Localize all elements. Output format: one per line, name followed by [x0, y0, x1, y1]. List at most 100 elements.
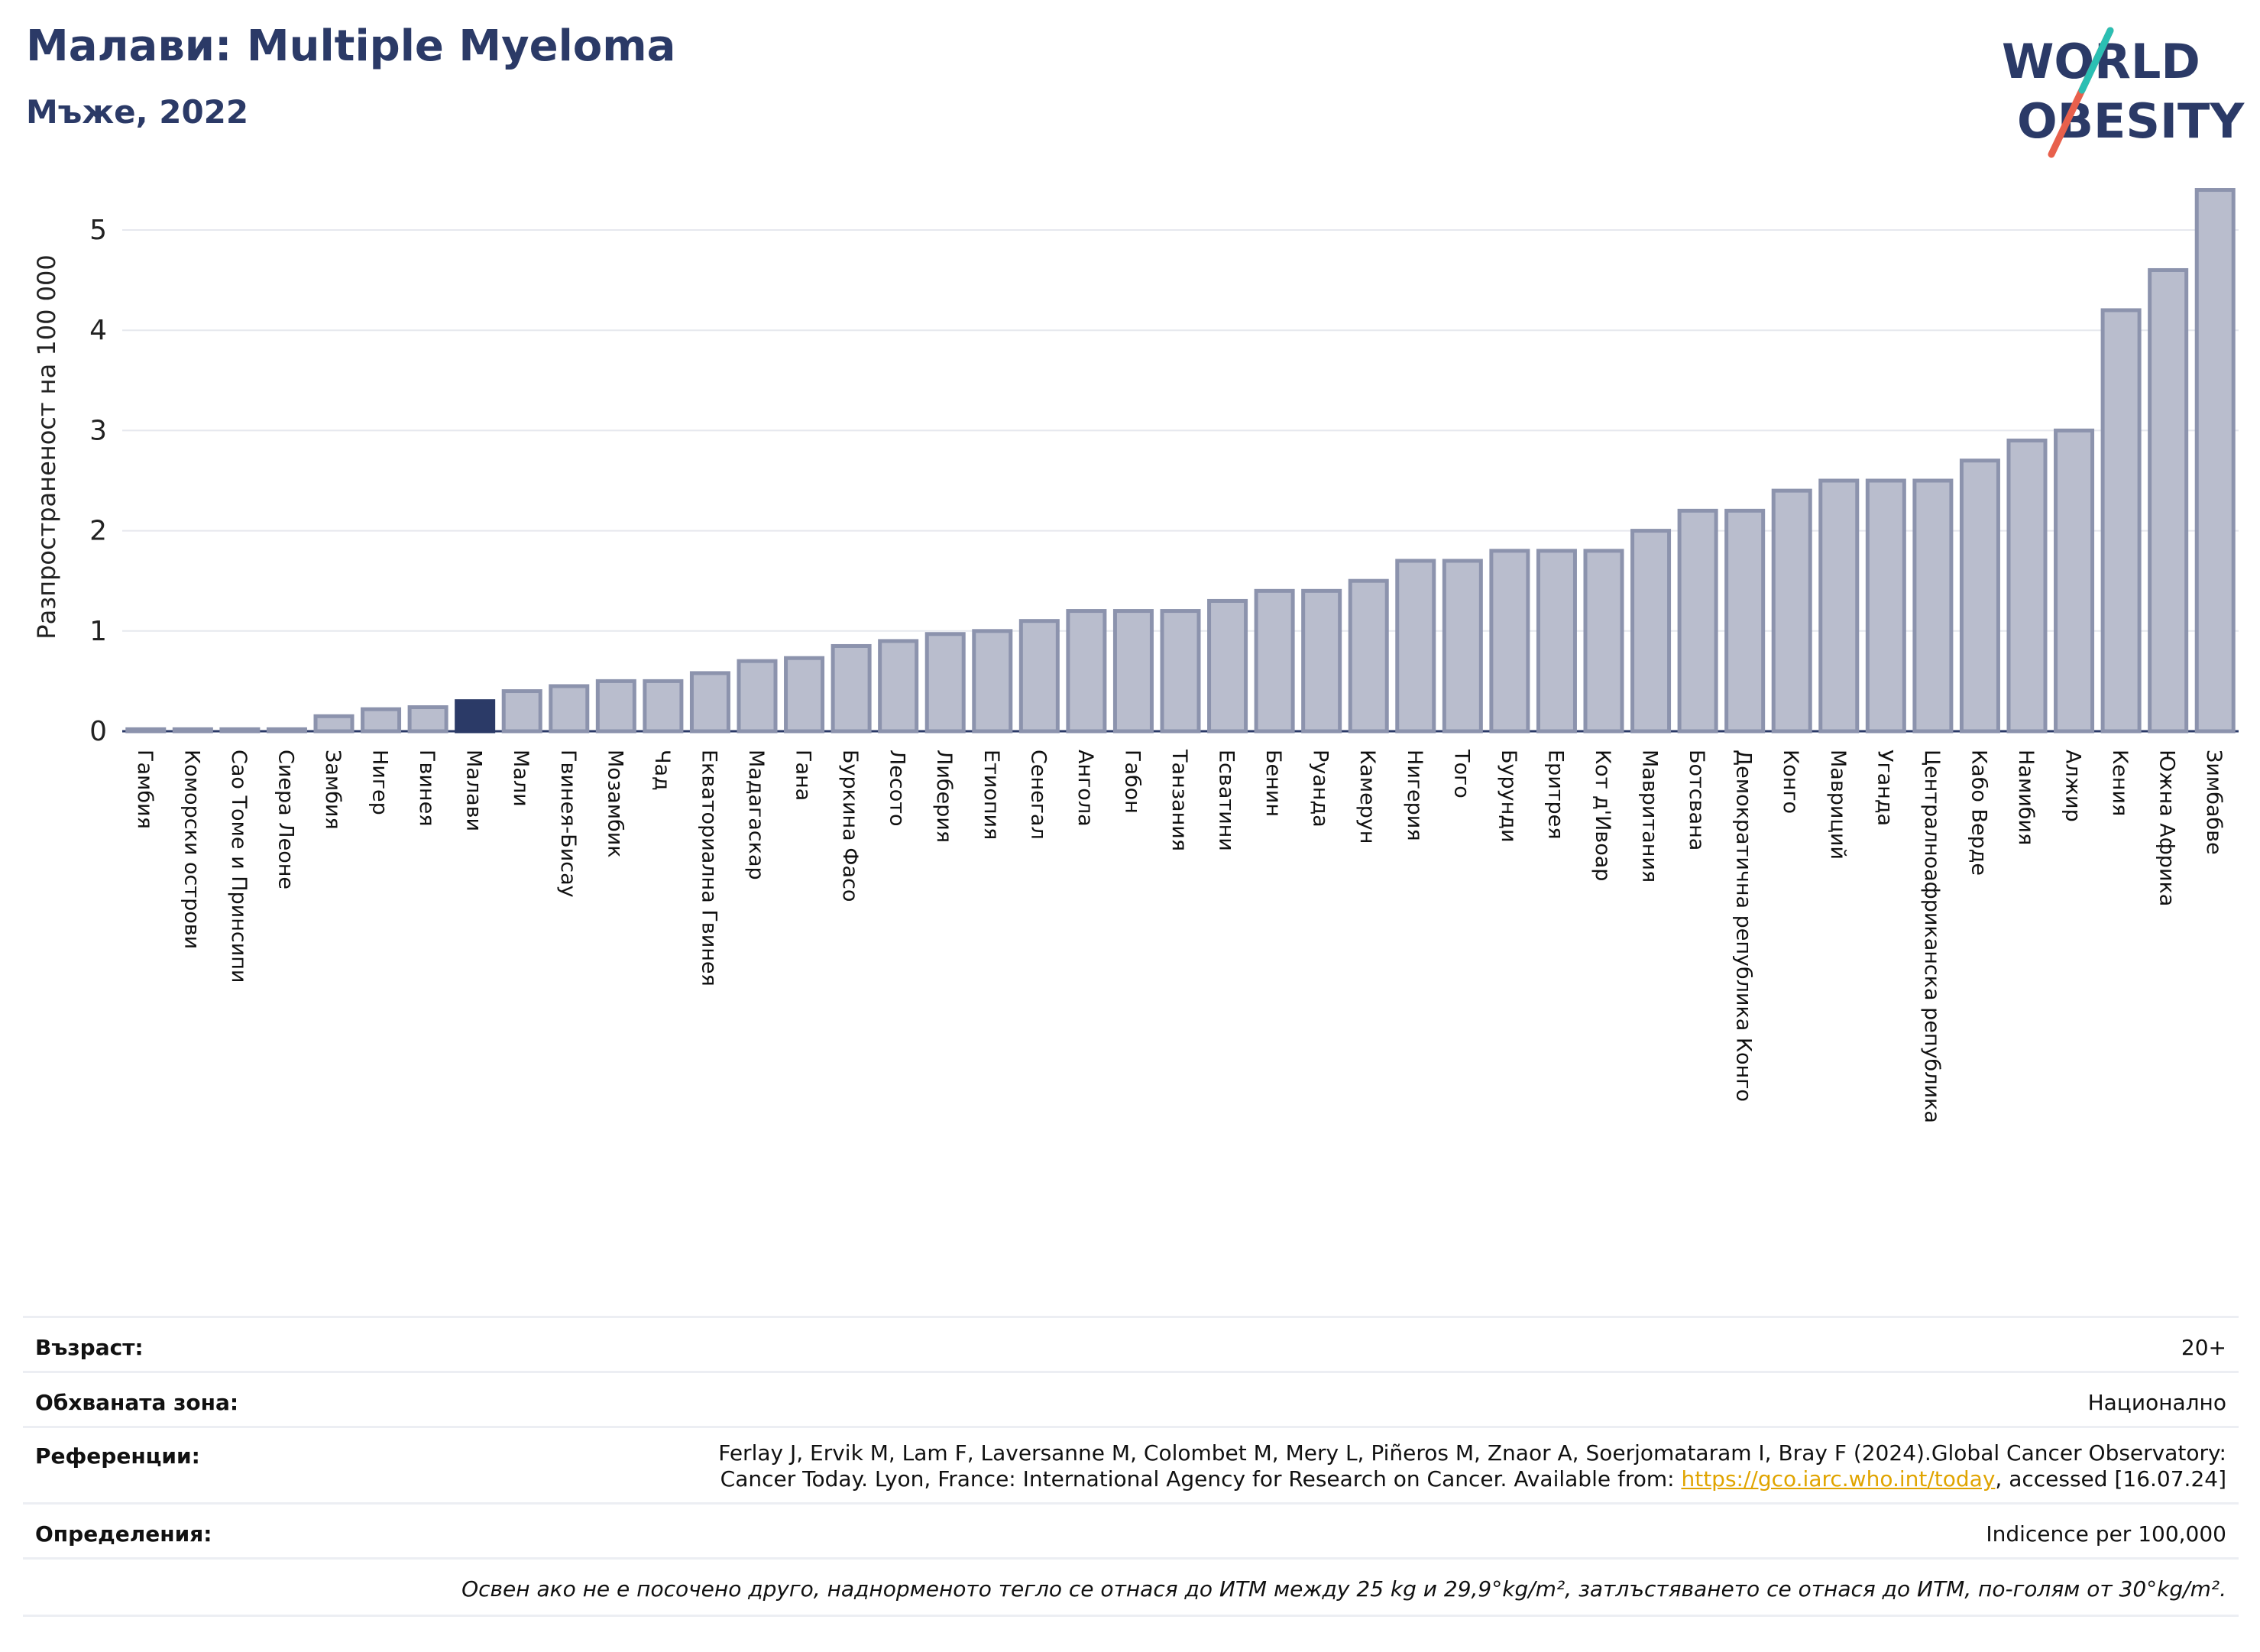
bar-32 [1583, 549, 1624, 734]
x-tick-label: Коморски острови [180, 750, 203, 949]
bar-41 [2006, 439, 2048, 734]
bar-7 [407, 705, 448, 734]
x-tick-label: Руанда [1309, 750, 1332, 828]
info-row-area: Обхваната зона: Национално [23, 1371, 2239, 1428]
x-tick-label: Гана [792, 750, 815, 801]
bar-31 [1536, 549, 1577, 734]
x-tick-label: Кения [2108, 750, 2132, 816]
bar-43 [2100, 308, 2142, 734]
area-label: Обхваната зона: [35, 1390, 239, 1415]
x-tick-label: Чад [650, 750, 674, 791]
x-tick-label: Танзания [1167, 749, 1191, 851]
x-tick-label: Ботсвана [1685, 750, 1708, 850]
x-tick-label: Ангола [1073, 750, 1097, 827]
bar-26 [1301, 588, 1342, 734]
info-row-age-line: Възраст: 20+ [23, 1316, 2239, 1373]
bar-24 [1207, 598, 1248, 734]
x-tick-label: Есватини [1215, 750, 1238, 851]
x-tick-label: Гвинея [415, 750, 439, 826]
x-tick-label: Гвинея-Бисау [556, 750, 580, 898]
definitions-label: Определения: [35, 1521, 212, 1547]
bar-18 [924, 632, 966, 734]
x-tick-label: Нигерия [1403, 750, 1426, 841]
bar-21 [1066, 609, 1107, 734]
bar-3 [219, 727, 261, 734]
x-tick-label: Лесото [886, 750, 909, 827]
bar-44 [2148, 267, 2189, 734]
bar-36 [1771, 488, 1812, 734]
bar-16 [831, 643, 872, 734]
x-tick-label: Того [1449, 749, 1473, 798]
chart-title: Малави: Multiple Myeloma [26, 21, 676, 71]
x-tick-label: Мавритания [1638, 750, 1662, 883]
references-line-1: Ferlay J, Ervik M, Lam F, Laversanne M, … [718, 1440, 2226, 1466]
references-line-2: Cancer Today. Lyon, France: Internationa… [720, 1466, 1682, 1492]
bar-9 [501, 689, 542, 734]
x-tick-label: Сао Томе и Принсипи [227, 750, 251, 983]
x-tick-label: Замбия [321, 750, 345, 830]
x-tick-label: Либерия [932, 750, 956, 843]
bar-2 [172, 727, 213, 734]
bar-29 [1442, 559, 1483, 734]
y-tick-label: 4 [89, 315, 107, 346]
x-tick-label: Мали [509, 750, 533, 807]
x-tick-label: Камерун [1355, 750, 1379, 844]
bar-40 [1959, 458, 2000, 734]
x-tick-label: Мадагаскар [744, 750, 768, 880]
bar-39 [1912, 478, 1954, 734]
area-value: Национално [2087, 1390, 2226, 1415]
y-tick-label: 5 [89, 215, 107, 246]
x-tick-label: Конго [1779, 750, 1802, 814]
x-tick-label: Малави [462, 750, 486, 831]
x-tick-label: Намибия [2014, 750, 2038, 845]
bar-22 [1112, 609, 1154, 734]
bar-34 [1677, 508, 1718, 734]
x-tick-label: Сенегал [1026, 750, 1050, 840]
x-tick-label: Алжир [2061, 750, 2085, 822]
info-row-references: Референции: Ferlay J, Ervik M, Lam F, La… [23, 1426, 2239, 1505]
bar-5 [313, 714, 355, 734]
x-tick-label: Екваториална Гвинея [697, 750, 720, 986]
info-row-definitions: Определения: Indicence per 100,000 [23, 1502, 2239, 1560]
x-tick-label: Нигер [368, 750, 392, 815]
x-tick-label: Южна Африка [2155, 750, 2179, 906]
bar-20 [1018, 619, 1060, 734]
bar-10 [549, 684, 590, 734]
footnote: Освен ако не е посочено друго, наднормен… [461, 1576, 2226, 1602]
bar-25 [1254, 588, 1295, 734]
x-tick-label: Мавриций [1826, 750, 1850, 860]
x-tick-label: Мозамбик [603, 750, 627, 858]
x-tick-label: Еритрея [1543, 750, 1567, 839]
x-tick-label: Кот д'Ивоар [1591, 750, 1614, 881]
bar-35 [1724, 508, 1766, 734]
x-tick-label: Уганда [1873, 750, 1896, 826]
y-axis-label: Разпространеност на 100 000 [32, 254, 61, 639]
x-tick-label: Габон [1120, 750, 1144, 814]
bar-8 [455, 699, 496, 734]
references-text: Ferlay J, Ervik M, Lam F, Laversanne M, … [469, 1440, 2226, 1492]
x-tick-label: Демократична република Конго [1732, 750, 1756, 1102]
bar-6 [361, 707, 402, 734]
x-tick-label: Кабо Верде [1967, 750, 1990, 876]
bar-27 [1348, 578, 1389, 734]
bar-14 [737, 659, 778, 734]
bar-23 [1160, 609, 1201, 734]
y-tick-label: 3 [89, 415, 107, 446]
bar-42 [2054, 428, 2095, 734]
bar-4 [266, 727, 307, 734]
bar-13 [689, 671, 730, 734]
x-tick-label: Централноафриканска република [1920, 750, 1944, 1123]
x-tick-label: Сиера Леоне [274, 750, 297, 889]
x-tick-label: Буркина Фасо [838, 750, 862, 902]
bar-11 [595, 679, 636, 734]
bar-30 [1489, 549, 1530, 734]
info-row-note: Освен ако не е посочено друго, наднормен… [23, 1557, 2239, 1617]
x-tick-label: Гамбия [133, 750, 157, 829]
bar-1 [125, 727, 167, 734]
x-tick-label: Зимбабве [2202, 750, 2226, 855]
references-link[interactable]: https://gco.iarc.who.int/today [1681, 1466, 1996, 1492]
bar-45 [2194, 188, 2236, 734]
bar-17 [878, 639, 919, 734]
x-tick-label: Етиопия [979, 750, 1003, 840]
age-value: 20+ [2181, 1335, 2226, 1360]
